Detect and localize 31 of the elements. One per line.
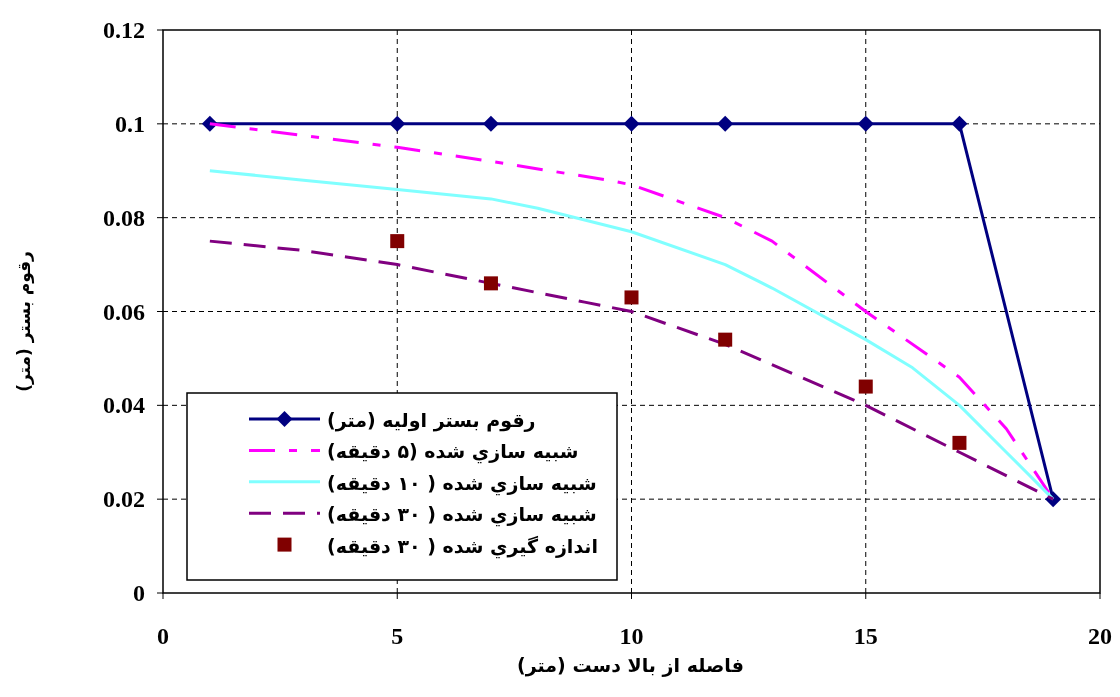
point xyxy=(483,276,498,291)
legend-label: شبيه سازي شده ( ۱۰ دقيقه) xyxy=(327,471,597,496)
point xyxy=(389,115,406,132)
legend-label: شبيه سازي شده ( ۳۰ دقيقه) xyxy=(327,503,597,528)
legend-label: اندازه گيري شده ( ۳۰ دقيقه) xyxy=(327,534,599,559)
point xyxy=(858,379,873,394)
x-tick-label: 10 xyxy=(619,623,644,649)
y-tick-label: 0.12 xyxy=(103,17,145,43)
legend-label: شبيه سازي شده (۵ دقيقه) xyxy=(327,440,579,465)
point xyxy=(857,115,874,132)
y-tick-label: 0.08 xyxy=(103,204,145,231)
y-axis-title: رقوم بستر (متر) xyxy=(14,251,35,392)
x-tick-label: 0 xyxy=(157,623,169,649)
point xyxy=(952,435,967,450)
x-tick-label: 5 xyxy=(391,623,404,649)
y-tick-label: 0.04 xyxy=(103,392,145,419)
point xyxy=(623,115,640,132)
y-tick-label: 0.02 xyxy=(103,486,145,513)
legend-label: رقوم بستر اوليه (متر) xyxy=(327,409,536,432)
point xyxy=(717,115,734,132)
point xyxy=(390,234,405,249)
y-tick-label: 0.06 xyxy=(103,298,145,325)
x-tick-label: 20 xyxy=(1088,623,1112,649)
point xyxy=(624,290,639,305)
y-tick-label: 0.1 xyxy=(115,110,145,137)
x-tick-label: 15 xyxy=(853,623,878,649)
x-axis-title: فاصله از بالا دست (متر) xyxy=(517,654,744,677)
point xyxy=(951,115,968,132)
y-tick-label: 0 xyxy=(133,580,145,606)
point xyxy=(482,115,499,132)
point xyxy=(718,332,733,347)
